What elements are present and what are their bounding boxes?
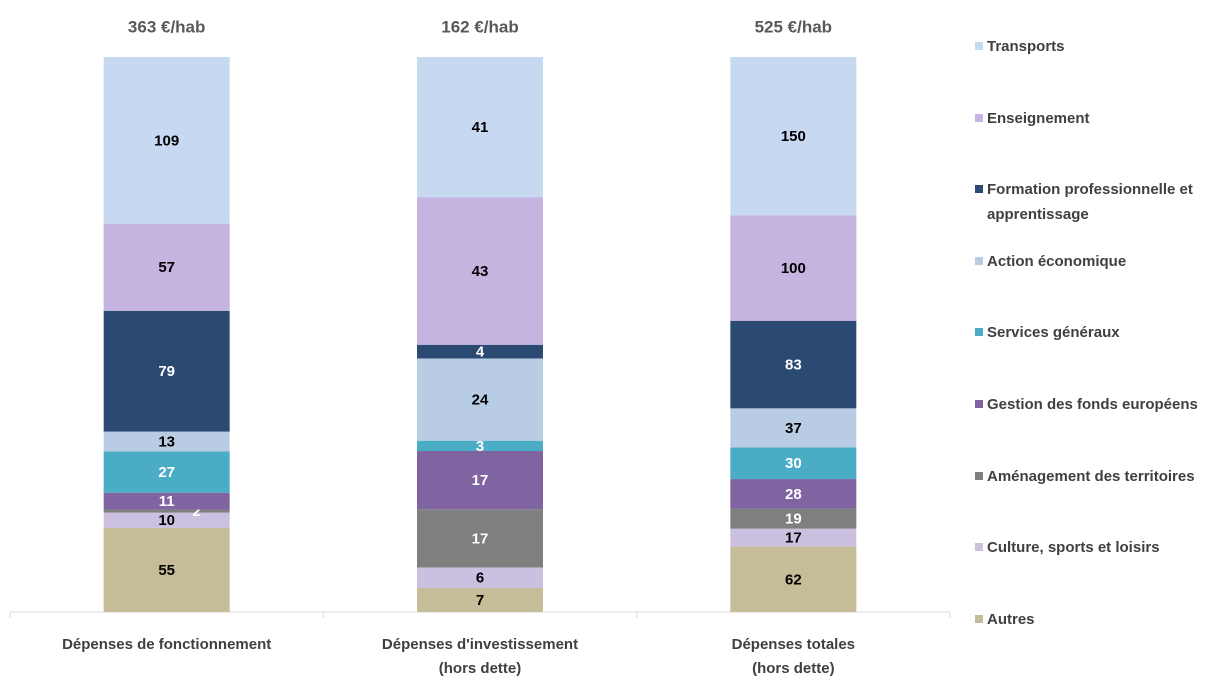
value-label: 11 xyxy=(159,493,175,510)
legend-item: Transports xyxy=(975,34,1202,59)
legend-label: Action économique xyxy=(987,252,1127,270)
value-label: 83 xyxy=(785,357,802,374)
bar-segment xyxy=(417,567,543,589)
bar-segment xyxy=(730,528,857,547)
legend-label: Enseignement xyxy=(987,109,1090,127)
bar-segment xyxy=(417,358,543,441)
value-label: 109 xyxy=(154,132,179,149)
value-label: 43 xyxy=(472,263,489,280)
bar-segment xyxy=(417,450,543,510)
value-label: 57 xyxy=(158,259,175,276)
bar-segment xyxy=(730,447,857,480)
value-label: 150 xyxy=(781,128,806,145)
value-label: 100 xyxy=(781,260,806,277)
value-label: 28 xyxy=(785,486,802,503)
value-label: 37 xyxy=(785,420,802,437)
value-label: 17 xyxy=(785,530,802,547)
bar-segment xyxy=(103,57,230,224)
legend-label: Formation professionnelle et apprentissa… xyxy=(987,181,1193,224)
value-label: 27 xyxy=(158,464,175,481)
value-label: 41 xyxy=(472,119,489,136)
legend-item: Gestion des fonds européens xyxy=(975,392,1202,417)
legend-swatch xyxy=(975,42,983,50)
legend-label: Services généraux xyxy=(987,324,1120,342)
bar-segment xyxy=(417,440,543,451)
bar-segment xyxy=(417,588,543,612)
bar-segment xyxy=(730,408,857,448)
value-label: 4 xyxy=(476,344,485,361)
legend-swatch xyxy=(975,471,983,480)
legend-label: Autres xyxy=(987,610,1035,628)
value-label: 30 xyxy=(785,455,802,472)
value-label: 7 xyxy=(476,592,484,609)
bar-segment xyxy=(103,451,230,493)
total-label: 525 €/hab xyxy=(755,17,833,36)
bar-segment xyxy=(730,320,857,409)
bar-segment xyxy=(417,57,543,198)
value-label: 6 xyxy=(476,570,484,587)
bar-segment xyxy=(103,512,230,528)
legend-item: Services généraux xyxy=(975,320,1202,345)
legend-item: Aménagement des territoires xyxy=(975,464,1202,489)
legend-swatch xyxy=(975,328,983,337)
value-label: 17 xyxy=(472,530,489,547)
bar-segment xyxy=(730,479,857,509)
value-label: 55 xyxy=(158,562,175,579)
legend-item: Enseignement xyxy=(975,106,1202,131)
total-label: 363 €/hab xyxy=(128,17,206,36)
bar-segment xyxy=(103,527,230,612)
value-label: 10 xyxy=(158,512,175,529)
value-label: 2 xyxy=(192,503,200,520)
bar-segment xyxy=(730,57,857,216)
value-label: 19 xyxy=(785,511,802,528)
bar-segment xyxy=(103,492,230,510)
legend-swatch xyxy=(975,185,983,194)
legend-label: Gestion des fonds européens xyxy=(987,396,1198,413)
x-tick-label: Dépenses de fonctionnement xyxy=(62,636,271,653)
legend-swatch xyxy=(975,400,983,408)
bar-segment xyxy=(103,509,230,513)
legend-swatch xyxy=(975,256,983,265)
x-tick-label: Dépenses totales (hors dette) xyxy=(732,636,855,677)
bar-segment xyxy=(730,508,857,529)
value-label: 3 xyxy=(476,438,484,455)
legend-swatch xyxy=(975,543,983,552)
bar-segment xyxy=(730,215,857,321)
legend-label: Transports xyxy=(987,38,1065,55)
legend-item: Action économique xyxy=(975,249,1202,274)
value-label: 62 xyxy=(785,571,802,588)
legend-swatch xyxy=(975,614,983,623)
bar-segment xyxy=(417,197,543,345)
legend-label: Aménagement des territoires xyxy=(987,467,1195,485)
bar-segment xyxy=(103,223,230,311)
bar-segment xyxy=(417,344,543,359)
value-label: 13 xyxy=(158,433,175,450)
value-label: 17 xyxy=(472,472,489,489)
legend-item: Formation professionnelle et apprentissa… xyxy=(975,177,1202,227)
x-tick-label: Dépenses d'investissement (hors dette) xyxy=(382,636,578,677)
legend-item: Culture, sports et loisirs xyxy=(975,535,1202,560)
bar-segment xyxy=(417,509,543,568)
legend-item: Autres xyxy=(975,607,1202,632)
bar-segment xyxy=(103,431,230,452)
value-label: 24 xyxy=(472,392,489,409)
bar-segment xyxy=(103,310,230,432)
legend-label: Culture, sports et loisirs xyxy=(987,539,1160,557)
value-label: 79 xyxy=(158,363,175,380)
total-label: 162 €/hab xyxy=(441,17,519,36)
bar-segment xyxy=(730,546,857,612)
legend-swatch xyxy=(975,113,983,122)
